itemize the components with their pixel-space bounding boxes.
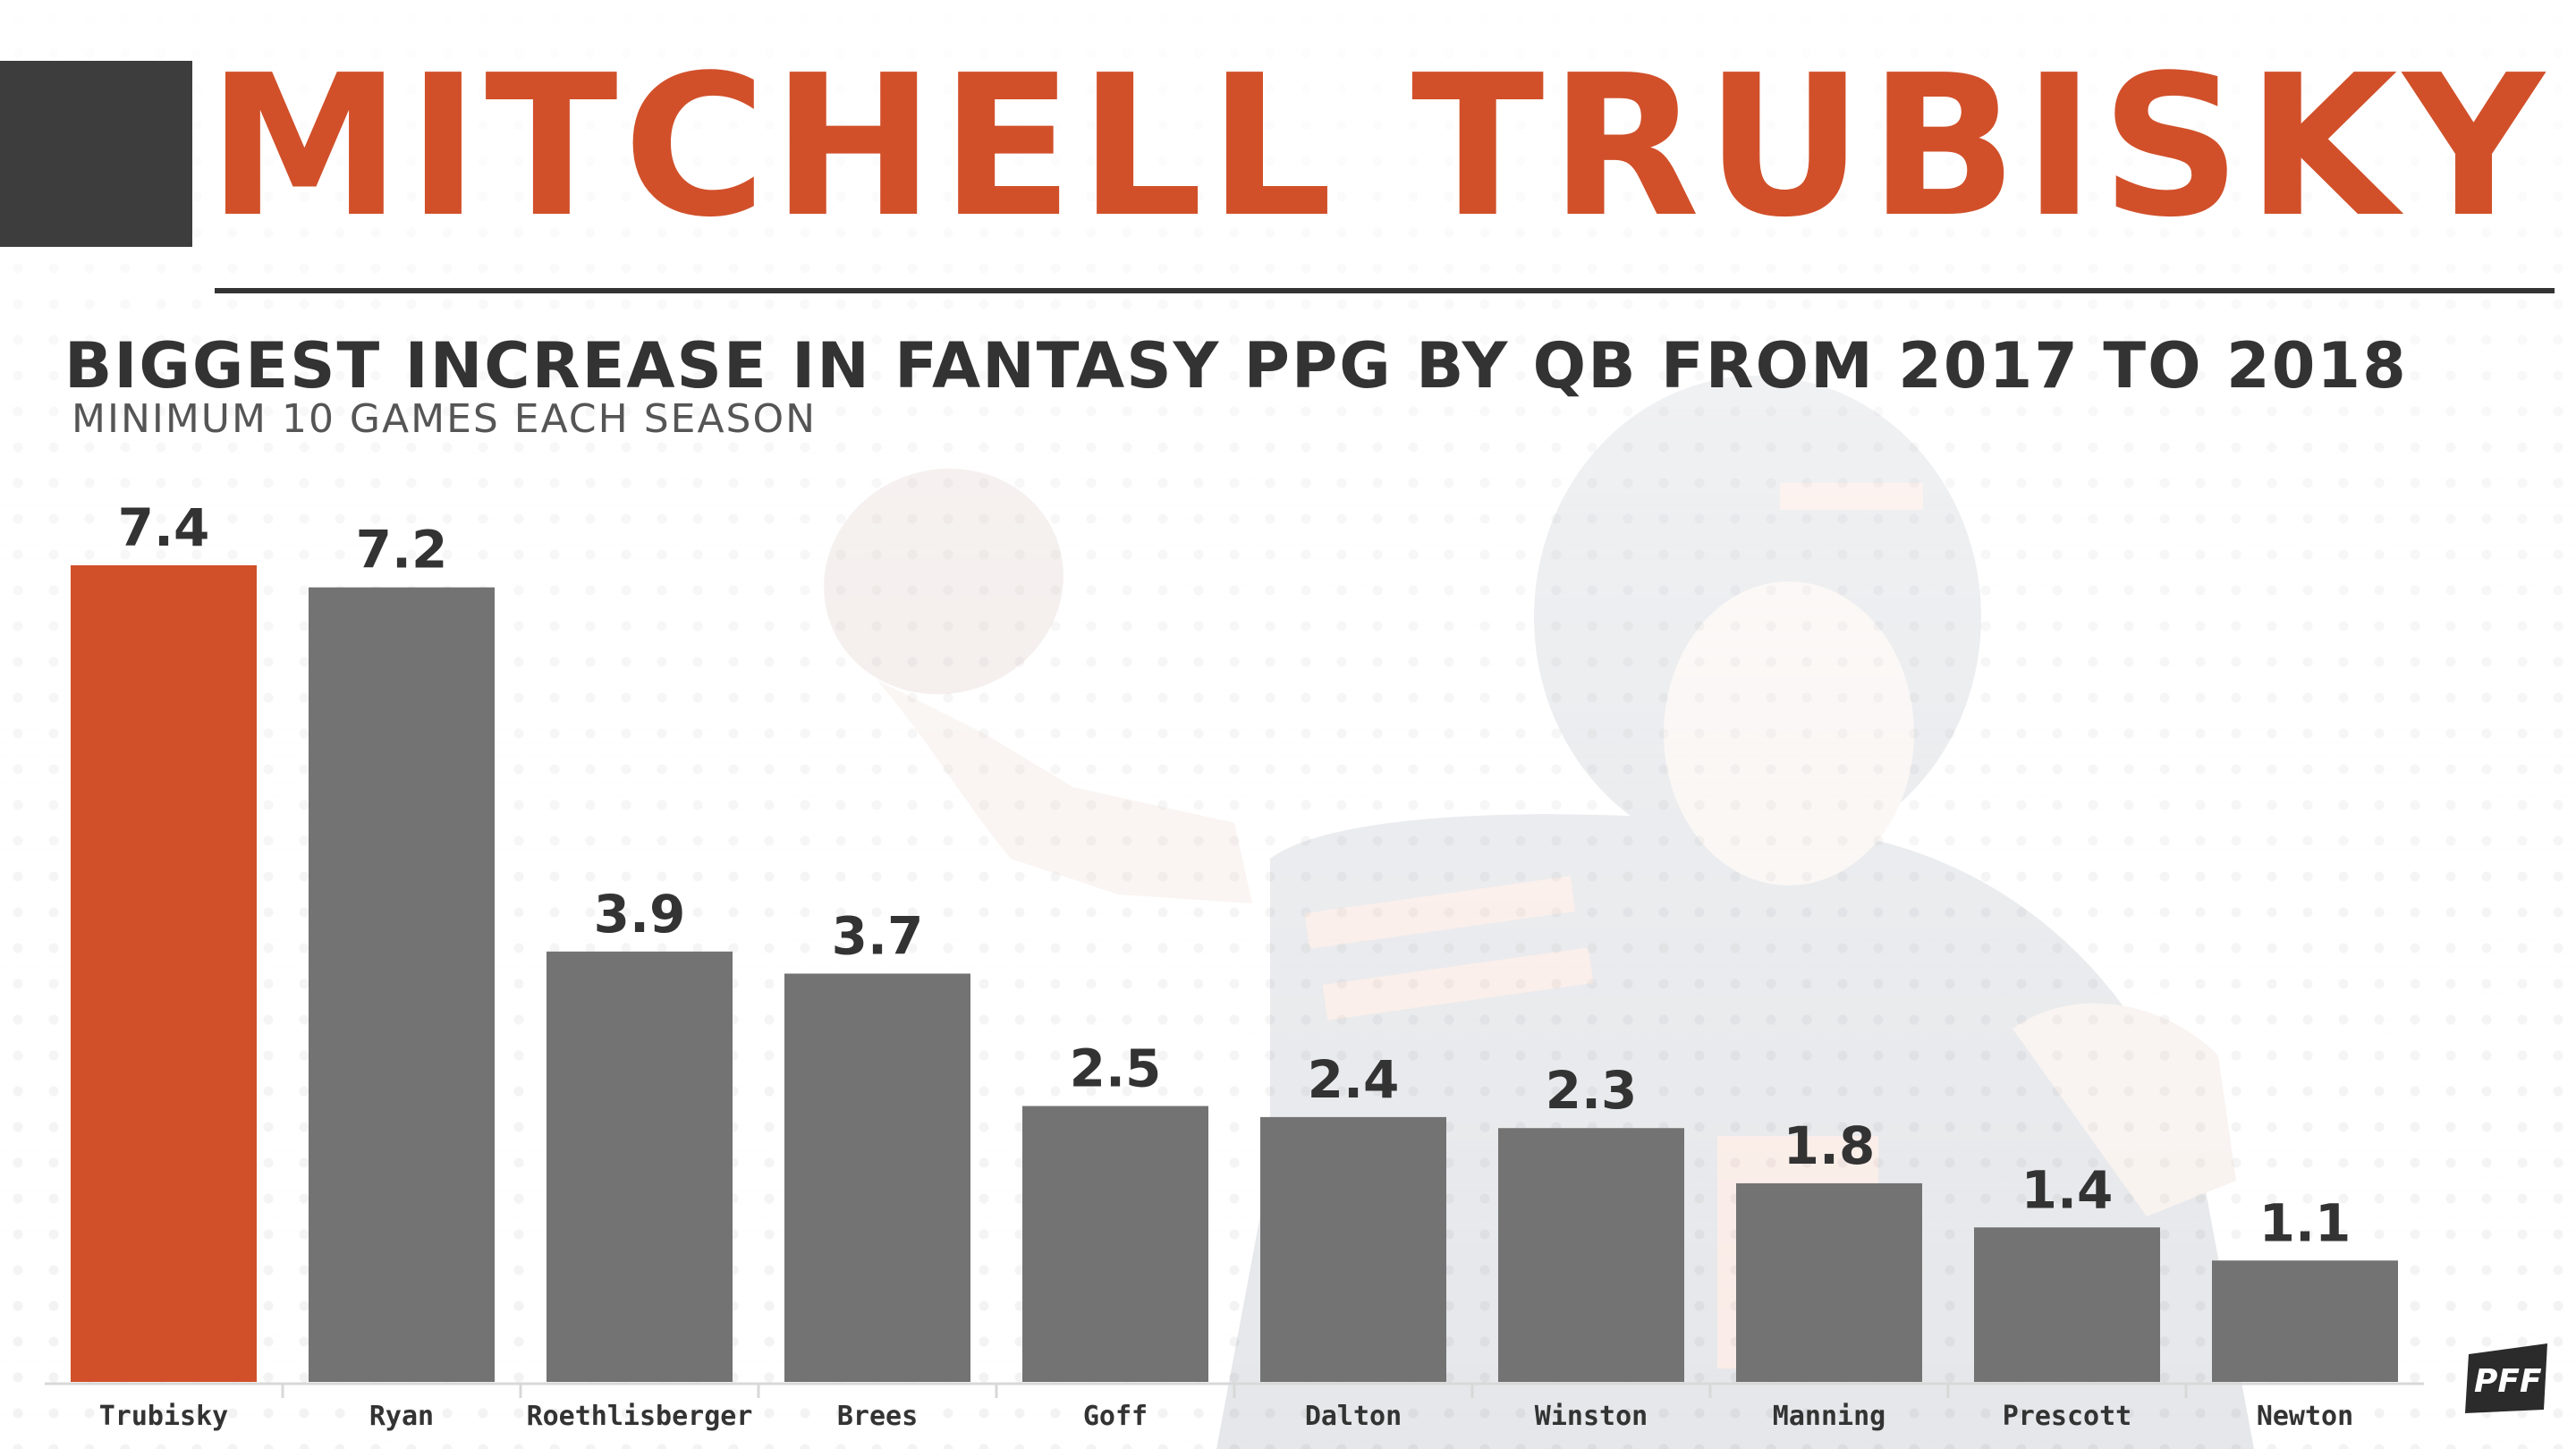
category-label: Ryan: [369, 1401, 434, 1432]
data-label: 2.3: [1546, 1060, 1638, 1121]
bar-dalton: [1260, 1116, 1446, 1382]
data-label: 2.4: [1308, 1049, 1400, 1110]
pff-logo: PFF: [2465, 1343, 2547, 1413]
chart-subtitle: MINIMUM 10 GAMES EACH SEASON: [72, 396, 818, 442]
data-label: 7.4: [118, 497, 210, 558]
bar-trubisky: [71, 565, 257, 1382]
bar-manning: [1736, 1182, 1922, 1382]
header-accent-block: [0, 61, 192, 247]
header-divider: [215, 288, 2555, 293]
category-label: Prescott: [2003, 1401, 2132, 1432]
category-label: Goff: [1083, 1401, 1148, 1432]
data-label: 3.7: [832, 906, 924, 967]
bar-prescott: [1974, 1227, 2160, 1382]
category-label: Trubisky: [99, 1401, 229, 1432]
player-name-title: MITCHELL TRUBISKY: [208, 34, 2550, 260]
category-label: Winston: [1535, 1401, 1648, 1432]
data-label: 3.9: [594, 884, 686, 945]
bar-ryan: [309, 587, 495, 1382]
category-label: Dalton: [1305, 1401, 1402, 1432]
data-label: 1.8: [1784, 1115, 1876, 1176]
category-label: Newton: [2257, 1401, 2353, 1432]
data-label: 1.4: [2021, 1159, 2114, 1220]
bar-brees: [784, 973, 970, 1382]
bar-newton: [2212, 1260, 2398, 1382]
chart-title: BIGGEST INCREASE IN FANTASY PPG BY QB FR…: [64, 329, 2408, 402]
data-label: 1.1: [2259, 1192, 2351, 1253]
bar-goff: [1022, 1106, 1208, 1382]
data-label: 7.2: [356, 520, 448, 580]
category-label: Manning: [1773, 1401, 1885, 1432]
data-label: 2.5: [1070, 1038, 1162, 1099]
category-label: Roethlisberger: [527, 1401, 753, 1432]
category-label: Brees: [837, 1401, 918, 1432]
bar-winston: [1498, 1128, 1684, 1382]
pff-logo-text: PFF: [2474, 1363, 2542, 1400]
bar-roethlisberger: [547, 951, 733, 1382]
